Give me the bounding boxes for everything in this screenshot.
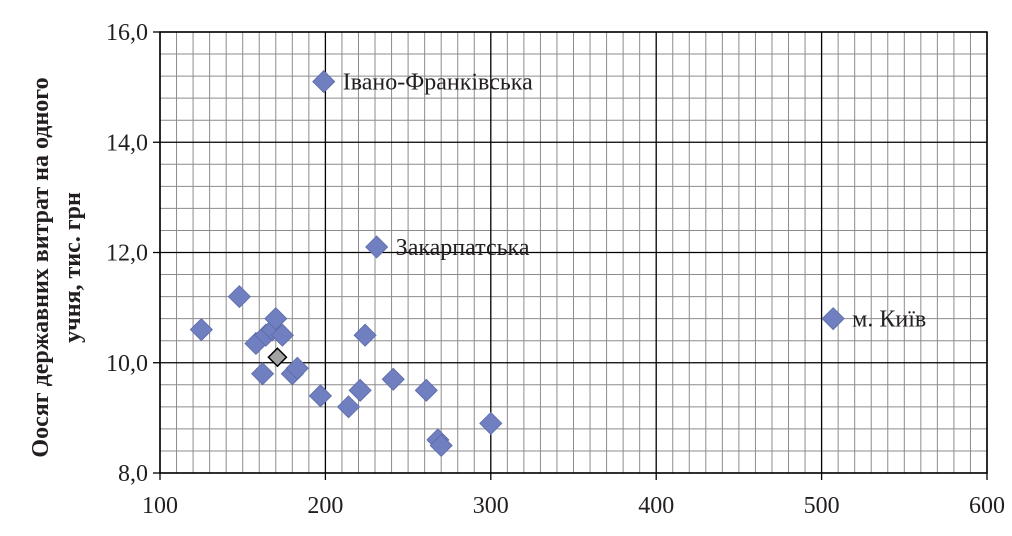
point-annotation: Івано-Франківська [343,70,533,96]
data-point [353,323,377,347]
data-point [189,318,213,342]
x-tick-label: 500 [804,493,840,519]
x-tick-label: 600 [969,493,1005,519]
grid-layer [153,31,988,480]
data-point [821,307,845,331]
data-point [414,378,438,402]
data-point [308,384,333,408]
data-point [270,323,294,347]
data-point-layer [189,70,845,458]
point-annotation: Закарпатська [396,235,530,261]
data-point [381,367,405,391]
y-axis-title-line-1: Оосяг державних витрат на одного [28,77,54,457]
y-tick-label: 8,0 [118,461,148,487]
data-point [227,285,251,309]
data-point [250,362,275,386]
data-point-highlight [267,347,288,368]
y-tick-label: 16,0 [106,20,148,46]
x-tick-label: 200 [307,493,343,519]
y-tick-label: 14,0 [106,130,148,156]
data-point [429,433,453,458]
data-point [365,235,389,259]
tick-label-layer: 100 200 300 400 500 600 8,0 10,0 12,0 14,0 16,0 [106,20,1005,519]
data-point [348,378,372,402]
point-annotation: м. Київ [852,307,926,333]
annotation-layer: Івано-Франківська Закарпатська м. Київ [343,70,926,333]
y-axis-title-line-2: учня, тис. грн [60,192,86,343]
y-tick-label: 12,0 [106,241,148,267]
x-tick-label: 300 [473,493,509,519]
x-tick-label: 100 [142,493,178,519]
data-point [264,307,288,331]
x-tick-label: 400 [638,493,674,519]
data-point [479,411,503,435]
y-tick-label: 10,0 [106,351,148,377]
data-point [312,70,336,94]
axis-title-layer: Оосяг державних витрат на одного учня, ти… [28,77,86,457]
y-axis-title: Оосяг державних витрат на одного учня, ти… [28,77,86,457]
data-point [285,356,309,380]
data-point [336,395,361,419]
